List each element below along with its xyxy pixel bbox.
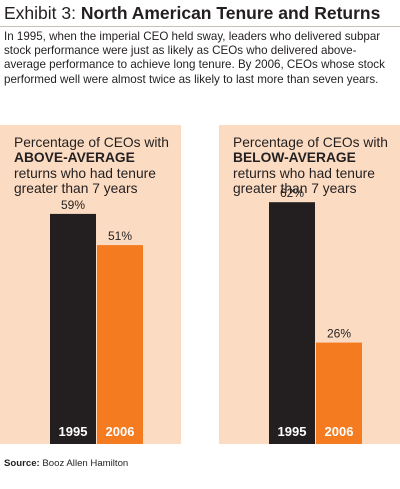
bar-chart-below-average: 62% 1995 26% 2006 [269,186,362,444]
value-label-2006: 26% [327,327,351,341]
value-label-2006: 51% [108,229,132,243]
bar-chart-above-average: 59% 1995 51% 2006 [50,198,143,444]
chart-heading-above-average: Percentage of CEOs with ABOVE-AVERAGE re… [14,135,176,197]
exhibit-title: Exhibit 3: North American Tenure and Ret… [4,2,380,24]
chart-heading-emphasis: BELOW-AVERAGE [233,150,356,166]
bar-1995 [269,202,315,444]
value-label-1995: 59% [61,198,85,212]
source-note: Source: Booz Allen Hamilton [4,458,128,470]
category-label-2006: 2006 [325,424,354,439]
chart-heading-emphasis: ABOVE-AVERAGE [14,150,135,166]
chart-panel-below-average: Percentage of CEOs with BELOW-AVERAGE re… [219,125,400,444]
chart-heading-lead: Percentage of CEOs with [233,135,388,150]
chart-heading-tail: returns who had tenure greater than 7 ye… [233,165,375,197]
exhibit-number: Exhibit 3: [4,3,76,23]
chart-heading-tail: returns who had tenure greater than 7 ye… [14,165,156,197]
bar-2006 [316,342,362,444]
intro-paragraph: In 1995, when the imperial CEO held sway… [4,30,385,86]
exhibit-heading: North American Tenure and Returns [80,3,381,23]
title-divider [0,26,400,27]
source-text: Booz Allen Hamilton [42,458,129,469]
chart-heading-below-average: Percentage of CEOs with BELOW-AVERAGE re… [233,135,395,197]
bar-1995 [50,213,96,444]
value-label-1995: 62% [280,186,304,200]
source-label: Source: [4,458,40,469]
bar-2006 [97,245,143,444]
chart-heading-lead: Percentage of CEOs with [14,135,169,150]
chart-panel-above-average: Percentage of CEOs with ABOVE-AVERAGE re… [0,125,181,444]
category-label-2006: 2006 [106,424,135,439]
category-label-1995: 1995 [278,424,307,439]
category-label-1995: 1995 [59,424,88,439]
